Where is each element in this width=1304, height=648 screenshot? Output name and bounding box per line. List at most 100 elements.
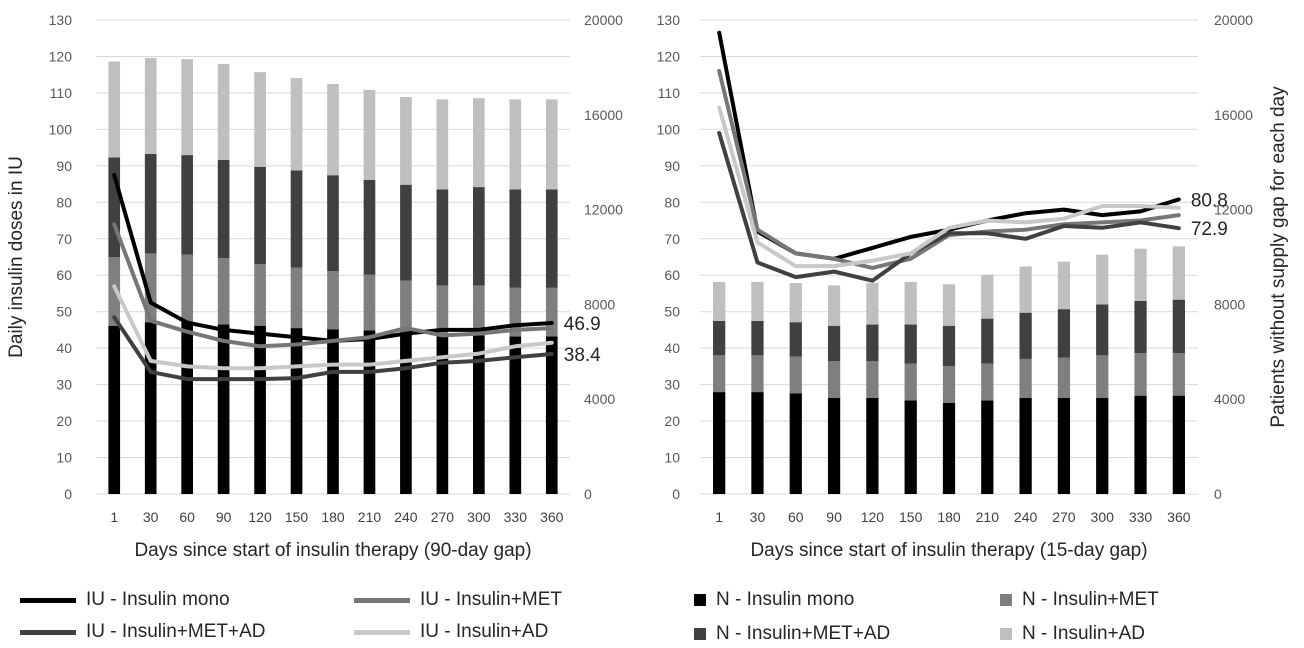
series-line xyxy=(112,315,554,382)
y-right-tick-label: 0 xyxy=(1214,486,1222,502)
x-tick-label: 120 xyxy=(248,509,272,525)
legend-left: IU - Insulin mono IU - Insulin+MET IU - … xyxy=(20,588,660,648)
bar-segment xyxy=(108,325,121,494)
legend-swatch xyxy=(694,628,706,640)
bar-segment xyxy=(217,159,230,259)
bar-segment xyxy=(827,285,841,326)
bar-segment xyxy=(181,254,193,323)
y-tick-label: 20 xyxy=(56,413,72,429)
x-tick-label: 330 xyxy=(1129,509,1153,525)
bar-segment xyxy=(713,281,726,321)
y-right-tick-label: 20000 xyxy=(1214,12,1253,28)
y-tick-label: 100 xyxy=(657,121,681,137)
bar-segment xyxy=(545,287,558,337)
legend-swatch xyxy=(1000,594,1012,606)
x-tick-label: 210 xyxy=(976,509,1000,525)
x-tick-label: 360 xyxy=(540,509,564,525)
bar-segment xyxy=(713,355,726,393)
x-tick-label: 360 xyxy=(1167,509,1191,525)
x-axis-title: Days since start of insulin therapy (15-… xyxy=(750,540,1147,561)
bar-segment xyxy=(1172,299,1185,353)
y-right-tick-label: 0 xyxy=(584,486,592,502)
data-label: 72.9 xyxy=(1191,219,1228,240)
bar-segment xyxy=(290,170,303,268)
bar-segment xyxy=(181,155,193,255)
bar-segment xyxy=(436,189,449,286)
bar-segment xyxy=(1057,261,1071,310)
bar-segment xyxy=(144,322,157,494)
bar-segment xyxy=(751,355,764,393)
y-tick-label: 20 xyxy=(664,413,680,429)
x-tick-label: 300 xyxy=(1091,509,1115,525)
bar-segment xyxy=(436,335,449,494)
bar-segment xyxy=(1134,395,1147,494)
bar-segment xyxy=(545,336,558,494)
y-tick-label: 120 xyxy=(49,48,73,64)
bar-segment xyxy=(509,336,522,494)
bar-segment xyxy=(713,320,726,356)
x-tick-label: 270 xyxy=(1052,509,1076,525)
bar-segment xyxy=(400,280,412,333)
legend-item-iu-insulin-met: IU - Insulin+MET xyxy=(354,588,562,612)
bar-segment xyxy=(363,179,376,275)
y-right-tick-label: 4000 xyxy=(1214,391,1245,407)
legend-swatch xyxy=(20,597,76,603)
bar-segment xyxy=(108,61,121,158)
bar-segment xyxy=(942,325,956,367)
y-right-tick-label: 20000 xyxy=(584,12,623,28)
bar-segment xyxy=(751,392,764,494)
y-tick-label: 0 xyxy=(672,486,680,502)
legend-swatch xyxy=(20,629,76,635)
bar-segment xyxy=(1057,357,1071,399)
bar-segment xyxy=(866,283,879,325)
y-tick-label: 80 xyxy=(56,194,72,210)
bar-segment xyxy=(217,63,230,160)
x-tick-label: 90 xyxy=(216,509,232,525)
bar-segment xyxy=(751,281,764,321)
bar-segment xyxy=(1096,304,1109,356)
x-axis-title: Days since start of insulin therapy (90-… xyxy=(134,540,531,561)
bar-segment xyxy=(473,335,485,494)
y-right-tick-label: 8000 xyxy=(584,296,615,312)
x-tick-label: 30 xyxy=(143,509,159,525)
bar-segment xyxy=(327,83,339,176)
bar-segment xyxy=(400,184,412,281)
y-tick-label: 70 xyxy=(664,231,680,247)
bar-segment xyxy=(1134,352,1147,396)
y-tick-label: 110 xyxy=(50,85,73,101)
bar-segment xyxy=(473,285,485,336)
x-tick-label: 30 xyxy=(750,509,766,525)
bar-segment xyxy=(509,99,522,190)
bar-segment xyxy=(254,166,266,265)
y-right-tick-label: 12000 xyxy=(584,202,623,218)
bar-segment xyxy=(981,318,994,364)
legend-swatch xyxy=(354,629,410,635)
bar-segment xyxy=(545,99,558,190)
bar-segment xyxy=(713,392,726,494)
bar-segment xyxy=(327,175,339,272)
data-label: 80.8 xyxy=(1191,190,1228,211)
y-tick-label: 90 xyxy=(56,158,72,174)
legend-label: IU - Insulin+AD xyxy=(420,621,549,642)
x-tick-label: 150 xyxy=(285,509,309,525)
bar-segment xyxy=(327,329,339,494)
bar-segment xyxy=(108,157,121,257)
bar-segment xyxy=(904,363,917,401)
bar-segment xyxy=(108,257,121,326)
bar-segment xyxy=(290,78,303,171)
bar-segment xyxy=(904,324,917,364)
legend-label: N - Insulin+MET xyxy=(1022,589,1159,610)
bar-segment xyxy=(942,366,956,403)
y-tick-label: 10 xyxy=(664,450,680,466)
y-tick-label: 110 xyxy=(658,85,681,101)
bar-segment xyxy=(254,325,266,494)
bar-segment xyxy=(827,398,841,494)
bar-segment xyxy=(254,264,266,326)
bar-segment xyxy=(473,98,485,188)
bar-segment xyxy=(181,59,193,156)
bar-segment xyxy=(789,283,802,323)
y-tick-label: 50 xyxy=(56,304,72,320)
bar-segment xyxy=(1057,309,1071,358)
bar-segment xyxy=(327,271,339,330)
chart-panel-1: 0102030405060708090100110120130040008000… xyxy=(6,12,623,561)
